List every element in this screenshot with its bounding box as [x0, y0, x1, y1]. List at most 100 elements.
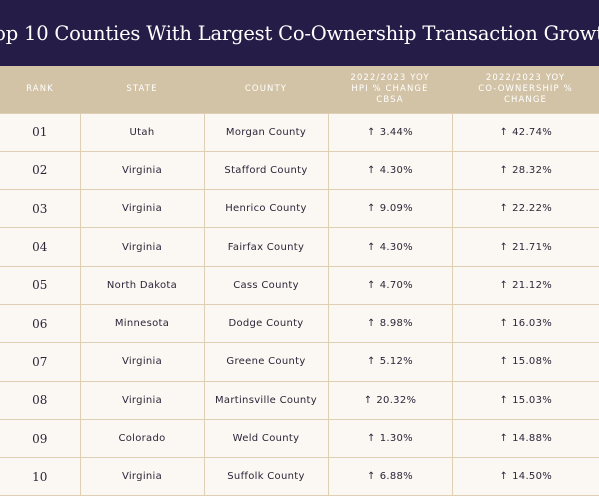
table-row: 05 North Dakota Cass County ↑ 4.70% ↑ 21.12%: [0, 265, 599, 305]
county-cell: Weld County: [203, 418, 329, 459]
hpi-change-value: 6.88%: [379, 471, 413, 483]
hpi-change-cell: ↑ 6.88%: [327, 457, 453, 496]
table-row: 03 Virginia Henrico County ↑ 9.09% ↑ 22.22%: [0, 189, 599, 229]
header-state: STATE: [126, 83, 158, 94]
co-ownership-change-cell: ↑ 22.22%: [451, 189, 599, 229]
table-row: 09 Colorado Weld County ↑ 1.30% ↑ 14.88%: [0, 418, 599, 459]
hpi-change-cell: ↑ 4.70%: [327, 265, 453, 305]
arrow-up-icon: ↑: [367, 126, 376, 138]
hpi-change-value: 5.12%: [379, 356, 413, 368]
arrow-up-icon: ↑: [367, 318, 376, 330]
state-cell: Virginia: [79, 380, 205, 420]
hpi-change-value: 8.98%: [379, 318, 413, 330]
hpi-change-cell: ↑ 5.12%: [327, 342, 453, 382]
rank-cell: 08: [0, 380, 81, 420]
hpi-change-value: 4.70%: [379, 279, 413, 291]
rank-cell: 07: [0, 342, 81, 382]
county-cell: Morgan County: [203, 112, 329, 152]
rank-cell: 03: [0, 189, 81, 229]
state-cell: Colorado: [79, 418, 205, 459]
rank-cell: 09: [0, 418, 81, 459]
hpi-change-value: 4.30%: [379, 164, 413, 176]
state-cell: Virginia: [79, 150, 205, 191]
page-title: Top 10 Counties With Largest Co-Ownershi…: [0, 21, 599, 45]
hpi-change-cell: ↑ 1.30%: [327, 418, 453, 459]
co-ownership-change-value: 14.50%: [512, 471, 553, 483]
arrow-up-icon: ↑: [499, 164, 509, 176]
counties-table: RANK STATE COUNTY 2022/2023 YOY HPI % CH…: [0, 66, 599, 496]
state-cell: Virginia: [79, 457, 205, 496]
arrow-up-icon: ↑: [367, 356, 376, 368]
county-cell: Fairfax County: [203, 227, 329, 267]
rank-cell: 10: [0, 457, 81, 496]
arrow-up-icon: ↑: [499, 241, 509, 253]
state-cell: Minnesota: [79, 303, 205, 344]
arrow-up-icon: ↑: [499, 471, 509, 483]
arrow-up-icon: ↑: [499, 394, 509, 406]
arrow-up-icon: ↑: [363, 394, 373, 406]
co-ownership-change-cell: ↑ 42.74%: [451, 112, 599, 152]
hpi-change-value: 9.09%: [379, 203, 413, 215]
arrow-up-icon: ↑: [367, 433, 376, 445]
county-cell: Henrico County: [203, 189, 329, 229]
rank-cell: 06: [0, 303, 81, 344]
state-cell: Virginia: [79, 227, 205, 267]
hpi-change-cell: ↑ 9.09%: [327, 189, 453, 229]
hpi-change-value: 1.30%: [379, 433, 413, 445]
arrow-up-icon: ↑: [367, 203, 376, 215]
hpi-change-cell: ↑ 20.32%: [327, 380, 453, 420]
hpi-change-cell: ↑ 3.44%: [327, 112, 453, 152]
arrow-up-icon: ↑: [499, 356, 509, 368]
header-co-ownership-change: 2022/2023 YOY CO-OWNERSHIP % CHANGE: [478, 72, 573, 105]
header-hpi-change: 2022/2023 YOY HPI % CHANGE CBSA: [350, 72, 430, 105]
arrow-up-icon: ↑: [499, 318, 509, 330]
co-ownership-change-value: 21.12%: [512, 279, 553, 291]
county-cell: Dodge County: [203, 303, 329, 344]
table-header: RANK STATE COUNTY 2022/2023 YOY HPI % CH…: [0, 66, 599, 113]
table-row: 04 Virginia Fairfax County ↑ 4.30% ↑ 21.71%: [0, 227, 599, 267]
county-cell: Martinsville County: [203, 380, 329, 420]
co-ownership-change-value: 42.74%: [512, 126, 553, 138]
arrow-up-icon: ↑: [367, 241, 376, 253]
state-cell: Virginia: [79, 342, 205, 382]
co-ownership-change-cell: ↑ 15.08%: [451, 342, 599, 382]
co-ownership-change-value: 15.08%: [512, 356, 553, 368]
rank-cell: 02: [0, 150, 81, 191]
co-ownership-change-value: 15.03%: [512, 394, 553, 406]
county-cell: Suffolk County: [203, 457, 329, 496]
hpi-change-value: 4.30%: [379, 241, 413, 253]
hpi-change-cell: ↑ 8.98%: [327, 303, 453, 344]
table-row: 01 Utah Morgan County ↑ 3.44% ↑ 42.74%: [0, 112, 599, 152]
table-row: 02 Virginia Stafford County ↑ 4.30% ↑ 28.32%: [0, 150, 599, 191]
table-row: 08 Virginia Martinsville County ↑ 20.32% ↑ 15.…: [0, 380, 599, 420]
table-body: 01 Utah Morgan County ↑ 3.44% ↑ 42.74% 02 Virgin…: [0, 112, 599, 496]
arrow-up-icon: ↑: [499, 433, 509, 445]
header-rank: RANK: [26, 83, 54, 94]
rank-cell: 04: [0, 227, 81, 267]
arrow-up-icon: ↑: [367, 279, 376, 291]
rank-cell: 05: [0, 265, 81, 305]
hpi-change-cell: ↑ 4.30%: [327, 150, 453, 191]
arrow-up-icon: ↑: [499, 203, 509, 215]
co-ownership-change-cell: ↑ 16.03%: [451, 303, 599, 344]
rank-cell: 01: [0, 112, 81, 152]
arrow-up-icon: ↑: [367, 164, 376, 176]
co-ownership-change-value: 22.22%: [512, 203, 553, 215]
table-row: 06 Minnesota Dodge County ↑ 8.98% ↑ 16.03%: [0, 303, 599, 344]
table-row: 07 Virginia Greene County ↑ 5.12% ↑ 15.08%: [0, 342, 599, 382]
co-ownership-change-cell: ↑ 15.03%: [451, 380, 599, 420]
state-cell: Virginia: [79, 189, 205, 229]
co-ownership-change-cell: ↑ 14.88%: [451, 418, 599, 459]
state-cell: Utah: [79, 112, 205, 152]
header-county: COUNTY: [244, 83, 288, 94]
state-cell: North Dakota: [79, 265, 205, 305]
county-cell: Cass County: [203, 265, 329, 305]
arrow-up-icon: ↑: [499, 279, 509, 291]
hpi-change-value: 3.44%: [379, 126, 413, 138]
hpi-change-cell: ↑ 4.30%: [327, 227, 453, 267]
co-ownership-change-value: 21.71%: [512, 241, 553, 253]
table-row: 10 Virginia Suffolk County ↑ 6.88% ↑ 14.50%: [0, 457, 599, 496]
co-ownership-change-value: 28.32%: [512, 164, 553, 176]
arrow-up-icon: ↑: [367, 471, 376, 483]
